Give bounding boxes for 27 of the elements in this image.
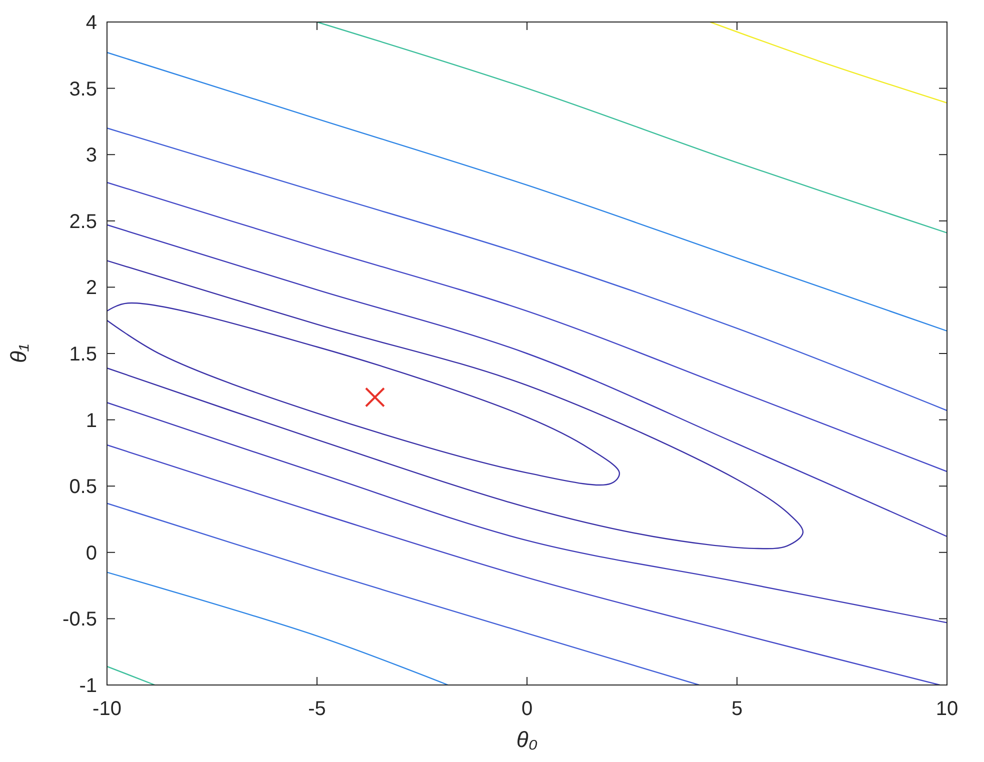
line-series: [107, 224, 947, 538]
line-series: [107, 402, 947, 624]
y-tick-label: -1: [79, 675, 97, 697]
y-tick-label: 1: [86, 410, 97, 432]
x-tick-label: 0: [521, 698, 533, 720]
y-tick-label: -0.5: [62, 608, 97, 631]
line-series: [107, 260, 804, 550]
x-tick-label: -10: [92, 698, 122, 720]
x-tick-label: -5: [308, 698, 326, 720]
y-tick-label: 3: [86, 144, 97, 167]
line-series: [107, 127, 947, 412]
line-series: [316, 22, 947, 234]
y-tick-label: 0.5: [69, 476, 97, 498]
y-tick-label: 2.5: [69, 210, 97, 233]
y-axis-title: θ₁: [6, 344, 31, 363]
line-series: [107, 52, 947, 332]
line-series: [107, 182, 947, 472]
x-tick-label: 5: [731, 698, 743, 720]
x-axis-title: θ₀: [516, 727, 538, 752]
line-series: [107, 502, 700, 685]
y-tick-label: 2: [86, 277, 97, 300]
y-tick-label: 0: [86, 542, 97, 564]
y-tick-label: 1.5: [69, 344, 97, 366]
y-tick-label: 3.5: [69, 78, 97, 100]
x-tick-label: 10: [936, 698, 958, 720]
y-tick-label: 4: [86, 12, 97, 34]
line-series: [107, 444, 940, 685]
